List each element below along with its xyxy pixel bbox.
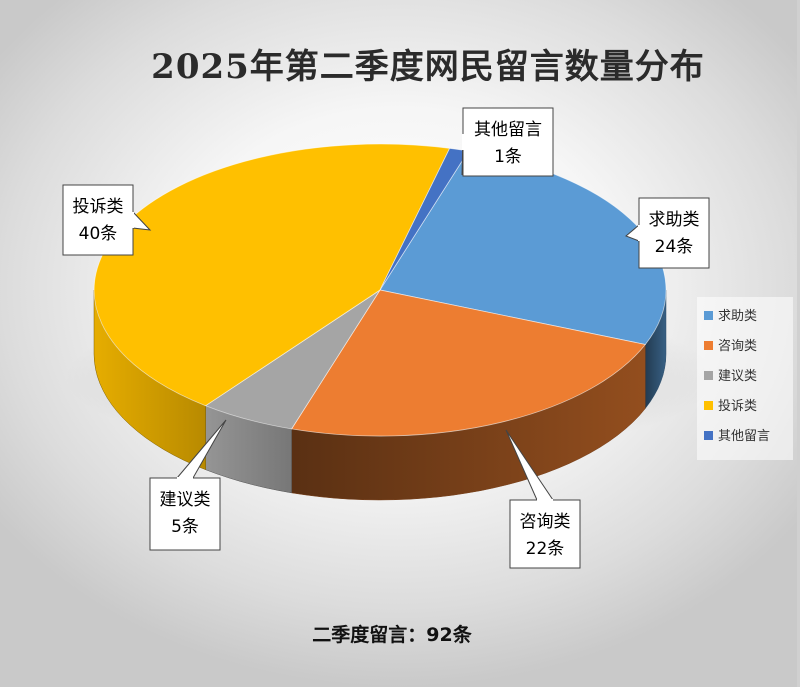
callout-category: 其他留言 [474, 120, 542, 140]
callout-box [638, 197, 710, 269]
legend-label: 求助类 [718, 309, 757, 324]
legend-swatch [704, 431, 713, 440]
legend-swatch [704, 311, 713, 320]
callout-category: 建议类 [160, 490, 211, 510]
callout-2: 建议类 5条 [149, 419, 227, 551]
callout-1: 咨询类 22条 [505, 429, 581, 569]
legend-label: 其他留言 [718, 429, 770, 444]
callout-box [62, 184, 134, 256]
callout-0: 求助类 24条 [625, 197, 710, 269]
callout-value: 40条 [79, 224, 118, 244]
legend-swatch [704, 371, 713, 380]
callout-category: 咨询类 [520, 512, 571, 532]
callout-box [149, 477, 221, 551]
callout-category: 投诉类 [73, 197, 124, 217]
legend-swatch [704, 341, 713, 350]
legend-label: 投诉类 [718, 398, 757, 414]
pie-slice-1 [290, 289, 647, 437]
legend-label: 咨询类 [718, 339, 757, 354]
legend-swatch [704, 401, 713, 410]
callout-value: 22条 [526, 539, 565, 559]
summary-total: 二季度留言：92条 [312, 623, 472, 646]
callout-3: 投诉类 40条 [62, 184, 152, 256]
callout-4: 其他留言 1条 [461, 107, 554, 177]
callout-value: 1条 [494, 147, 522, 167]
callout-box [509, 499, 581, 569]
callout-value: 5条 [171, 517, 199, 537]
callout-value: 24条 [655, 237, 694, 257]
pie-layer [64, 143, 716, 501]
callout-category: 求助类 [649, 210, 700, 230]
chart-title: 2025年第二季度网民留言数量分布 [151, 47, 705, 87]
legend-label: 建议类 [718, 369, 757, 384]
